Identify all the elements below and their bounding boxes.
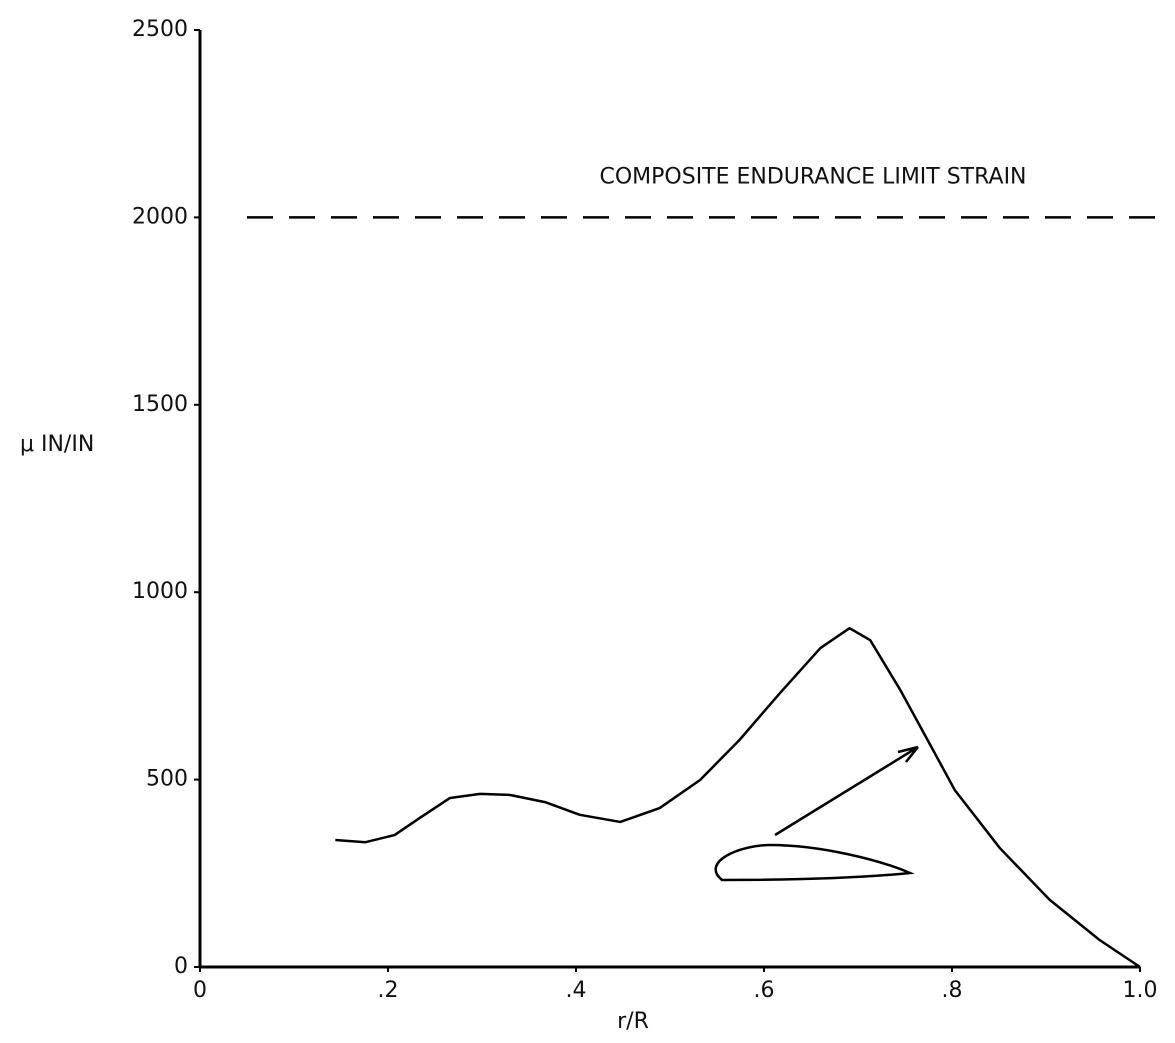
x-tick-label: 1.0 xyxy=(1123,978,1158,1003)
x-tick-label: .2 xyxy=(378,978,399,1003)
x-axis-label: r/R xyxy=(617,1009,649,1034)
airfoil-sketch xyxy=(714,843,915,882)
x-tick-label: 0 xyxy=(193,978,207,1003)
x-tick-label: .4 xyxy=(566,978,587,1003)
x-tick-label: .8 xyxy=(942,978,963,1003)
y-tick-label: 1000 xyxy=(132,579,188,604)
y-tick-label: 2000 xyxy=(132,204,188,229)
y-tick-label: 500 xyxy=(146,767,188,792)
y-tick-label: 0 xyxy=(174,954,188,979)
y-axis-label: μ IN/IN xyxy=(20,432,94,457)
y-tick-label: 1500 xyxy=(132,392,188,417)
x-tick-label: .6 xyxy=(754,978,775,1003)
y-tick-label: 2500 xyxy=(132,17,188,42)
reference-label: COMPOSITE ENDURANCE LIMIT STRAIN xyxy=(599,164,1026,189)
data-line xyxy=(335,626,1141,969)
arrow xyxy=(774,745,919,837)
